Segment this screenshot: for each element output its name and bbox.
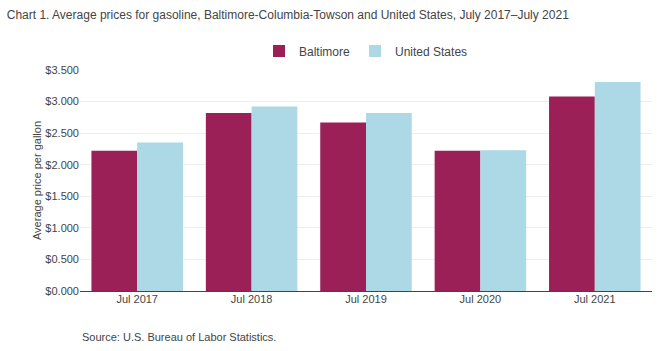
svg-text:Jul 2021: Jul 2021	[574, 293, 616, 305]
svg-text:Baltimore: Baltimore	[299, 45, 350, 59]
svg-text:$1.000: $1.000	[45, 222, 79, 234]
svg-text:United States: United States	[395, 45, 467, 59]
svg-text:$3.500: $3.500	[45, 64, 79, 76]
svg-text:Jul 2018: Jul 2018	[231, 293, 273, 305]
svg-text:Source: U.S. Bureau of Labor S: Source: U.S. Bureau of Labor Statistics.	[82, 331, 276, 343]
svg-text:$1.500: $1.500	[45, 190, 79, 202]
svg-text:Average price per gallon: Average price per gallon	[31, 121, 43, 240]
svg-text:$2.500: $2.500	[45, 127, 79, 139]
svg-text:$0.500: $0.500	[45, 253, 79, 265]
svg-text:Jul 2020: Jul 2020	[460, 293, 502, 305]
svg-text:$0.000: $0.000	[45, 285, 79, 297]
svg-text:Jul 2017: Jul 2017	[116, 293, 158, 305]
svg-text:Chart 1. Average prices for ga: Chart 1. Average prices for gasoline, Ba…	[7, 8, 569, 22]
svg-text:$2.000: $2.000	[45, 159, 79, 171]
svg-text:$3.000: $3.000	[45, 95, 79, 107]
svg-text:Jul 2019: Jul 2019	[345, 293, 387, 305]
